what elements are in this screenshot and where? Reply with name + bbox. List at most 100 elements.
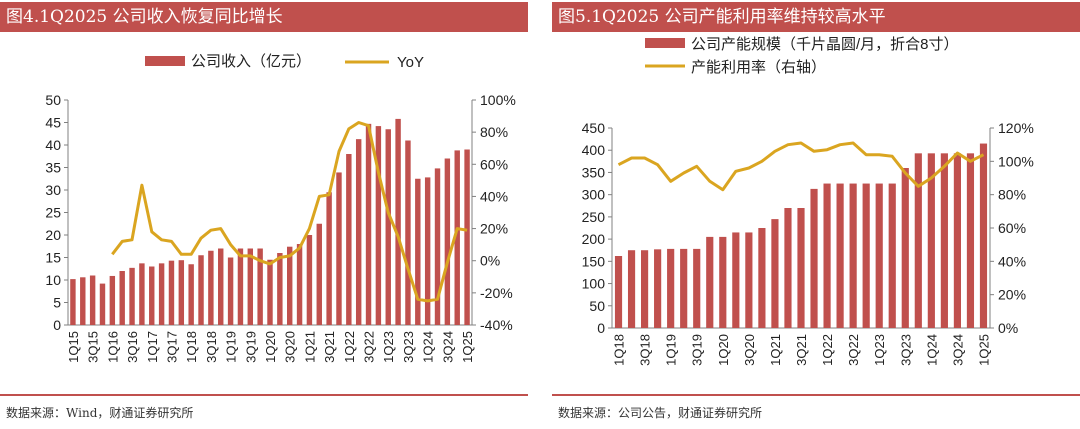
- right-x-tick-label: 1Q18: [612, 334, 627, 366]
- left-x-tick-label: 3Q15: [86, 331, 101, 363]
- right-x-tick-label: 1Q20: [716, 334, 731, 366]
- right-bar: [693, 248, 701, 328]
- left-y2-tick-label: 80%: [480, 124, 508, 140]
- right-bar: [966, 153, 975, 328]
- left-bar: [277, 253, 283, 325]
- left-x-tick-label: 1Q18: [184, 331, 199, 363]
- right-bar: [914, 153, 922, 328]
- right-x-tick-label: 3Q23: [898, 334, 913, 366]
- right-y-tick-label: 450: [582, 120, 606, 136]
- left-x-tick-label: 3Q20: [283, 331, 298, 363]
- left-bar: [158, 263, 165, 325]
- left-bar: [218, 248, 224, 325]
- right-y2-tick-label: 0%: [998, 320, 1018, 336]
- right-y2-tick-label: 20%: [998, 287, 1026, 303]
- right-bar: [680, 248, 688, 328]
- right-x-tick-label: 1Q22: [820, 334, 835, 366]
- right-bar: [940, 153, 948, 328]
- left-bar: [444, 158, 451, 325]
- left-bar: [326, 192, 332, 325]
- left-y-tick-label: 35: [45, 160, 61, 176]
- right-bar: [953, 153, 961, 328]
- left-x-tick-label: 3Q22: [362, 331, 377, 363]
- left-x-tick-label: 1Q24: [421, 331, 436, 363]
- left-x-tick-label: 3Q16: [125, 331, 140, 363]
- right-bar: [901, 168, 909, 328]
- right-bar: [654, 249, 662, 328]
- left-x-tick-label: 1Q16: [105, 331, 120, 363]
- left-x-tick-label: 3Q24: [440, 331, 455, 363]
- right-chart-title: 图5.1Q2025 公司产能利用率维持较高水平: [552, 2, 1080, 32]
- right-bar: [797, 208, 805, 328]
- left-bar: [464, 149, 470, 325]
- left-x-tick-label: 1Q17: [145, 331, 160, 363]
- right-y-tick-label: 200: [582, 231, 606, 247]
- right-chart-svg: 0 50 100 150 200 250 300 350 400 450 0% 20% 40% 60% 80…: [582, 36, 1034, 366]
- left-y2-tick-label: -20%: [480, 285, 513, 301]
- right-x-tick-label: 1Q19: [664, 334, 679, 366]
- right-x-tick-label: 3Q21: [794, 334, 809, 366]
- right-x-tick-label: 1Q25: [976, 334, 991, 366]
- right-y2-tick-label: 100%: [998, 153, 1034, 169]
- left-y-tick-label: 15: [45, 250, 61, 266]
- left-x-tick-label: 1Q19: [224, 331, 239, 363]
- left-x-tick-label: 1Q15: [66, 331, 81, 363]
- right-bar: [823, 183, 831, 328]
- left-bar: [139, 263, 145, 325]
- left-x-tick-label: 3Q19: [243, 331, 258, 363]
- left-line-series: [111, 121, 468, 303]
- left-bar: [208, 250, 214, 325]
- right-bar: [784, 208, 792, 328]
- left-bar: [149, 266, 155, 325]
- left-bar: [375, 126, 382, 325]
- right-x-tick-label: 3Q20: [742, 334, 757, 366]
- right-bar: [875, 183, 883, 328]
- right-y-tick-label: 100: [582, 276, 606, 292]
- right-y-tick-label: 0: [597, 320, 605, 336]
- left-y-tick-label: 30: [45, 182, 61, 198]
- left-y2-tick-label: 100%: [480, 92, 516, 108]
- left-chart-panel: 图4.1Q2025 公司收入恢复同比增长 0 5 10 15 20 25 30 35 40 45 5…: [0, 0, 528, 429]
- left-x-tick-label: 1Q25: [460, 331, 475, 363]
- left-bar: [336, 172, 342, 325]
- left-y-tick-label: 0: [53, 317, 61, 333]
- right-source-note: 数据来源：公司公告，财通证券研究所: [558, 406, 763, 420]
- left-y-tick-label: 45: [45, 115, 61, 131]
- right-bar: [888, 183, 896, 328]
- left-x-tick-label: 1Q21: [302, 331, 317, 363]
- left-y2-tick-label: 0%: [480, 253, 500, 269]
- right-bar: [927, 153, 935, 328]
- right-y2-tick-label: 40%: [998, 253, 1026, 269]
- left-y-tick-label: 5: [53, 295, 61, 311]
- right-y2-tick-label: 60%: [998, 220, 1026, 236]
- left-bar: [227, 257, 234, 325]
- right-bar: [641, 250, 649, 328]
- left-bar: [395, 118, 401, 326]
- left-bar: [355, 139, 362, 325]
- left-bar: [257, 248, 263, 325]
- left-bar: [267, 259, 273, 325]
- left-x-tick-label: 3Q23: [401, 331, 416, 363]
- right-y-tick-label: 350: [582, 164, 606, 180]
- left-bar: [178, 260, 185, 325]
- left-y2-tick-label: 40%: [480, 188, 508, 204]
- right-x-tick-label: 3Q22: [846, 334, 861, 366]
- right-x-tick-label: 3Q18: [638, 334, 653, 366]
- right-x-tick-label: 3Q24: [950, 334, 965, 366]
- left-bar: [99, 283, 106, 325]
- right-chart-panel: 图5.1Q2025 公司产能利用率维持较高水平 0 50 100 150 200 250 3…: [552, 0, 1080, 429]
- right-bar: [627, 250, 636, 328]
- left-x-tick-label: 1Q20: [263, 331, 278, 363]
- right-bar: [862, 183, 870, 328]
- left-bar: [237, 248, 244, 325]
- right-bar: [849, 183, 857, 328]
- right-x-tick-label: 1Q23: [872, 334, 887, 366]
- left-bar: [454, 150, 460, 325]
- left-bar: [286, 246, 293, 325]
- left-bar: [247, 248, 254, 325]
- left-y2-tick-label: 20%: [480, 221, 508, 237]
- right-bar: [732, 232, 740, 328]
- right-bar: [758, 228, 766, 328]
- right-legend-bar-label: 公司产能规模（千片晶圆/月，折合8寸）: [691, 36, 959, 53]
- left-legend-line-label: YoY: [397, 54, 424, 71]
